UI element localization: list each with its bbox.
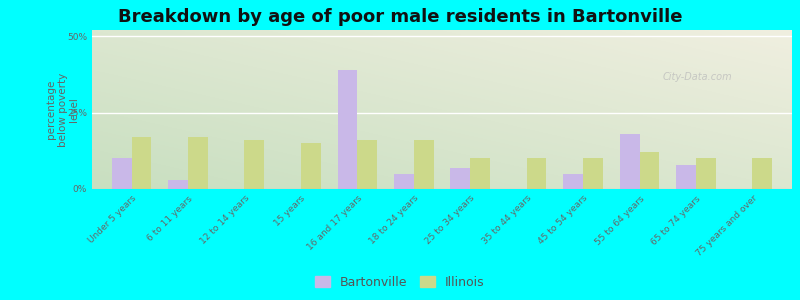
Y-axis label: percentage
below poverty
level: percentage below poverty level <box>46 72 79 147</box>
Bar <box>676 164 696 189</box>
Bar <box>131 137 151 189</box>
Legend: Bartonville, Illinois: Bartonville, Illinois <box>310 271 490 294</box>
Bar <box>696 158 716 189</box>
Text: Breakdown by age of poor male residents in Bartonville: Breakdown by age of poor male residents … <box>118 8 682 26</box>
Bar <box>563 174 583 189</box>
Bar <box>526 158 546 189</box>
Bar <box>245 140 264 189</box>
Bar <box>112 158 131 189</box>
Bar <box>168 180 188 189</box>
Bar <box>450 168 470 189</box>
Bar <box>358 140 377 189</box>
Bar <box>620 134 639 189</box>
Bar <box>753 158 772 189</box>
Bar <box>470 158 490 189</box>
Bar <box>639 152 659 189</box>
Bar <box>188 137 208 189</box>
Bar <box>301 143 321 189</box>
Bar <box>583 158 603 189</box>
Bar <box>338 70 358 189</box>
Bar <box>394 174 414 189</box>
Bar <box>414 140 434 189</box>
Text: City-Data.com: City-Data.com <box>662 72 732 82</box>
